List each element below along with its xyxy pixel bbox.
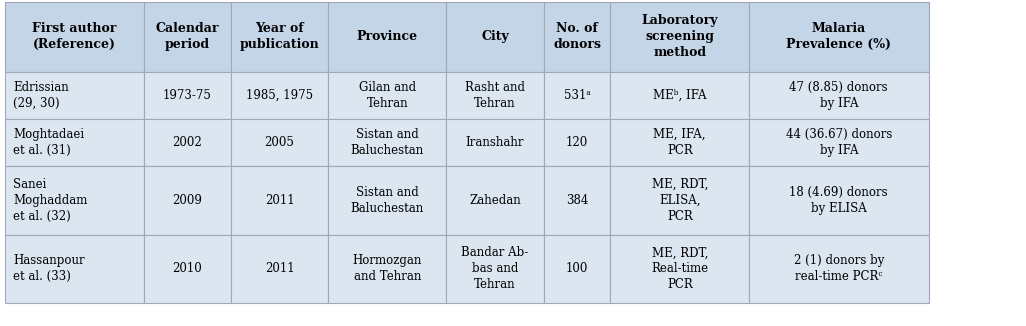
Bar (231, 2, 328, 72)
Bar (231, 166, 328, 235)
Text: 100: 100 (566, 262, 588, 275)
Text: 18 (4.69) donors
by ELISA: 18 (4.69) donors by ELISA (789, 186, 889, 215)
Bar (5, 72, 144, 119)
Text: MEᵇ, IFA: MEᵇ, IFA (653, 89, 707, 102)
Text: Edrissian
(29, 30): Edrissian (29, 30) (13, 81, 69, 110)
Text: 2010: 2010 (172, 262, 202, 275)
Bar (446, 166, 544, 235)
Bar (231, 119, 328, 166)
Text: Bandar Ab-
bas and
Tehran: Bandar Ab- bas and Tehran (462, 246, 528, 291)
Text: Laboratory
screening
method: Laboratory screening method (641, 14, 718, 59)
Bar (231, 235, 328, 303)
Text: City: City (481, 30, 509, 43)
Text: 120: 120 (566, 136, 588, 149)
Text: First author
(Reference): First author (Reference) (32, 22, 117, 51)
Bar (446, 235, 544, 303)
Bar (328, 72, 446, 119)
Bar (328, 235, 446, 303)
Bar (749, 166, 929, 235)
Bar (749, 2, 929, 72)
Bar (144, 235, 231, 303)
Bar (446, 119, 544, 166)
Bar (5, 2, 144, 72)
Text: Moghtadaei
et al. (31): Moghtadaei et al. (31) (13, 128, 84, 157)
Text: 2011: 2011 (265, 262, 294, 275)
Text: 1985, 1975: 1985, 1975 (246, 89, 313, 102)
Bar (5, 235, 144, 303)
Bar (610, 2, 749, 72)
Text: Zahedan: Zahedan (469, 194, 521, 207)
Text: 1973-75: 1973-75 (163, 89, 211, 102)
Bar (446, 2, 544, 72)
Text: 2005: 2005 (265, 136, 294, 149)
Bar (328, 2, 446, 72)
Text: 47 (8.85) donors
by IFA: 47 (8.85) donors by IFA (789, 81, 889, 110)
Text: Province: Province (357, 30, 418, 43)
Bar (446, 72, 544, 119)
Text: Iranshahr: Iranshahr (466, 136, 524, 149)
Text: Hormozgan
and Tehran: Hormozgan and Tehran (353, 255, 422, 283)
Bar (144, 72, 231, 119)
Text: Malaria
Prevalence (%): Malaria Prevalence (%) (786, 22, 892, 51)
Text: ME, RDT,
ELISA,
PCR: ME, RDT, ELISA, PCR (652, 178, 708, 223)
Bar (749, 72, 929, 119)
Text: 2009: 2009 (172, 194, 202, 207)
Text: 2011: 2011 (265, 194, 294, 207)
Text: ME, RDT,
Real-time
PCR: ME, RDT, Real-time PCR (652, 246, 708, 291)
Bar (610, 166, 749, 235)
Bar (544, 72, 610, 119)
Text: No. of
donors: No. of donors (553, 22, 601, 51)
Bar (144, 2, 231, 72)
Bar (610, 119, 749, 166)
Text: Rasht and
Tehran: Rasht and Tehran (465, 81, 525, 110)
Bar (328, 119, 446, 166)
Bar (610, 72, 749, 119)
Text: Gilan and
Tehran: Gilan and Tehran (359, 81, 416, 110)
Text: ME, IFA,
PCR: ME, IFA, PCR (654, 128, 706, 157)
Bar (749, 119, 929, 166)
Text: Year of
publication: Year of publication (240, 22, 319, 51)
Bar (544, 166, 610, 235)
Bar (544, 235, 610, 303)
Text: 531ᵃ: 531ᵃ (563, 89, 591, 102)
Text: Calendar
period: Calendar period (156, 22, 219, 51)
Text: Sistan and
Baluchestan: Sistan and Baluchestan (351, 186, 424, 215)
Text: 2002: 2002 (172, 136, 202, 149)
Text: 384: 384 (566, 194, 588, 207)
Text: Hassanpour
et al. (33): Hassanpour et al. (33) (13, 255, 85, 283)
Bar (544, 119, 610, 166)
Bar (5, 166, 144, 235)
Bar (328, 166, 446, 235)
Bar (610, 235, 749, 303)
Bar (749, 235, 929, 303)
Bar (231, 72, 328, 119)
Text: 44 (36.67) donors
by IFA: 44 (36.67) donors by IFA (786, 128, 892, 157)
Bar (544, 2, 610, 72)
Text: Sistan and
Baluchestan: Sistan and Baluchestan (351, 128, 424, 157)
Bar (5, 119, 144, 166)
Text: 2 (1) donors by
real-time PCRᶜ: 2 (1) donors by real-time PCRᶜ (793, 255, 884, 283)
Text: Sanei
Moghaddam
et al. (32): Sanei Moghaddam et al. (32) (13, 178, 87, 223)
Bar (144, 119, 231, 166)
Bar (144, 166, 231, 235)
